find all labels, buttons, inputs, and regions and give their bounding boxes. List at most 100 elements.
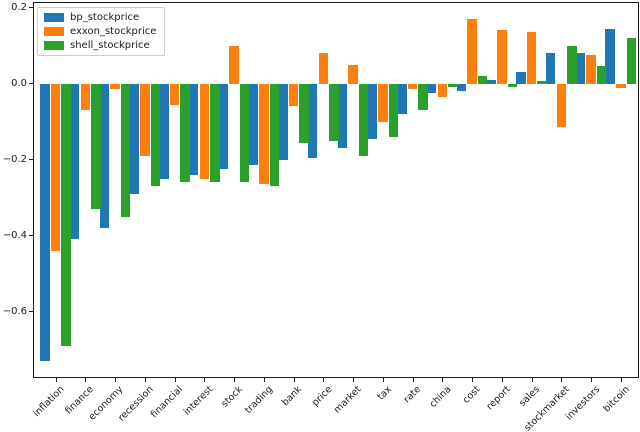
x-axis-tick <box>115 378 116 382</box>
legend-item-shell_stockprice: shell_stockprice <box>44 40 156 51</box>
bar-exxon_stockprice-bank <box>288 83 299 107</box>
bar-shell_stockprice-price <box>329 83 339 141</box>
y-tick-label: 0.2 <box>11 1 27 13</box>
x-axis-tick <box>620 378 622 382</box>
legend-swatch-icon <box>44 13 64 22</box>
legend-swatch-icon <box>44 27 64 36</box>
bar-shell_stockprice-market <box>358 83 369 156</box>
bar-shell_stockprice-stockmarket <box>567 45 577 84</box>
bar-shell_stockprice-tax <box>388 83 399 137</box>
bar-bp_stockprice-inflation <box>40 83 50 361</box>
x-axis-tick <box>442 378 444 382</box>
x-axis-tick <box>472 378 473 382</box>
y-axis-tick <box>29 7 33 9</box>
x-axis-tick <box>293 378 295 382</box>
legend-item-bp_stockprice: bp_stockprice <box>44 12 156 23</box>
bar-bp_stockprice-financial <box>159 83 169 179</box>
bar-bp_stockprice-rate <box>397 83 407 115</box>
bar-shell_stockprice-stock <box>239 83 250 183</box>
bar-shell_stockprice-investors <box>596 65 607 84</box>
x-axis-tick <box>234 378 235 382</box>
bar-shell_stockprice-finance <box>91 83 101 209</box>
x-tick-label-price: price <box>309 384 335 409</box>
x-axis-tick <box>174 378 176 382</box>
bar-bp_stockprice-trading <box>248 83 258 166</box>
x-axis-tick <box>263 378 265 382</box>
bar-bp_stockprice-recession <box>129 83 139 194</box>
bar-exxon_stockprice-china <box>437 83 447 97</box>
y-tick-label: −0.4 <box>2 229 27 241</box>
bar-bp_stockprice-bank <box>278 83 288 160</box>
bar-bp_stockprice-sales <box>516 72 526 84</box>
bar-exxon_stockprice-rate <box>407 83 418 90</box>
bar-exxon_stockprice-stock <box>229 45 239 84</box>
bar-shell_stockprice-cost <box>477 76 488 84</box>
bar-exxon_stockprice-interest <box>199 83 209 179</box>
x-axis-tick <box>144 378 146 382</box>
x-tick-label-rate: rate <box>401 384 424 406</box>
legend: bp_stockprice exxon_stockprice shell_stock… <box>37 7 166 56</box>
bar-shell_stockprice-sales <box>537 80 547 84</box>
bar-shell_stockprice-recession <box>150 83 161 187</box>
bar-bp_stockprice-report <box>486 79 496 84</box>
x-axis-tick <box>561 378 563 382</box>
x-tick-label-trading: trading <box>242 384 275 416</box>
x-tick-label-market: market <box>332 384 364 416</box>
bar-bp_stockprice-finance <box>69 83 80 240</box>
x-tick-label-bank: bank <box>279 384 305 409</box>
bar-bp_stockprice-economy <box>99 83 110 228</box>
x-tick-label-stock: stock <box>219 384 245 410</box>
bar-shell_stockprice-interest <box>210 83 220 183</box>
y-axis-tick <box>29 159 33 161</box>
bar-exxon_stockprice-economy <box>110 83 120 90</box>
legend-label: exxon_stockprice <box>70 26 157 37</box>
x-tick-label-china: china <box>427 384 454 410</box>
bar-exxon_stockprice-recession <box>140 83 150 156</box>
bar-exxon_stockprice-trading <box>259 83 269 185</box>
bar-bp_stockprice-bitcoin <box>605 28 615 84</box>
bar-shell_stockprice-inflation <box>61 83 71 346</box>
x-axis-tick <box>55 378 57 382</box>
x-tick-label-tax: tax <box>375 384 394 403</box>
legend-label: bp_stockprice <box>70 12 140 23</box>
bar-shell_stockprice-bitcoin <box>626 38 637 84</box>
bar-bp_stockprice-cost <box>456 83 467 92</box>
y-tick-label: −0.2 <box>2 153 27 165</box>
x-axis-tick <box>531 378 533 382</box>
y-tick-label: 0.0 <box>11 77 27 89</box>
x-tick-label-bitcoin: bitcoin <box>601 384 632 415</box>
bar-bp_stockprice-stockmarket <box>545 53 556 84</box>
legend-swatch-icon <box>44 41 64 50</box>
y-axis-tick <box>29 235 33 237</box>
bar-exxon_stockprice-cost <box>467 19 477 84</box>
y-axis-tick <box>29 83 33 85</box>
bar-exxon_stockprice-tax <box>378 83 388 122</box>
x-axis-tick <box>204 378 206 382</box>
bar-exxon_stockprice-market <box>348 64 358 84</box>
bar-bp_stockprice-china <box>426 83 437 94</box>
x-tick-label-interest: interest <box>181 384 216 418</box>
y-tick-label: −0.6 <box>2 305 27 317</box>
bar-bp_stockprice-stock <box>218 83 229 170</box>
bar-exxon_stockprice-report <box>497 30 507 84</box>
legend-label: shell_stockprice <box>70 40 150 51</box>
bar-exxon_stockprice-bitcoin <box>616 83 626 89</box>
x-tick-label-cost: cost <box>461 384 483 406</box>
x-axis-tick <box>501 378 503 382</box>
bar-exxon_stockprice-financial <box>169 83 180 105</box>
bar-bp_stockprice-market <box>337 83 348 149</box>
bar-exxon_stockprice-price <box>318 53 328 84</box>
x-tick-label-inflation: inflation <box>31 384 67 420</box>
bar-shell_stockprice-report <box>507 83 518 87</box>
x-tick-label-report: report <box>484 384 513 413</box>
bar-bp_stockprice-interest <box>188 83 199 175</box>
bar-bp_stockprice-tax <box>367 83 377 139</box>
bar-shell_stockprice-economy <box>120 83 131 217</box>
x-axis-tick <box>323 378 325 382</box>
bar-bp_stockprice-price <box>307 83 318 158</box>
x-axis-tick <box>353 378 354 382</box>
x-axis-tick <box>85 378 87 382</box>
x-axis-tick <box>591 378 592 382</box>
bar-shell_stockprice-financial <box>180 83 190 183</box>
